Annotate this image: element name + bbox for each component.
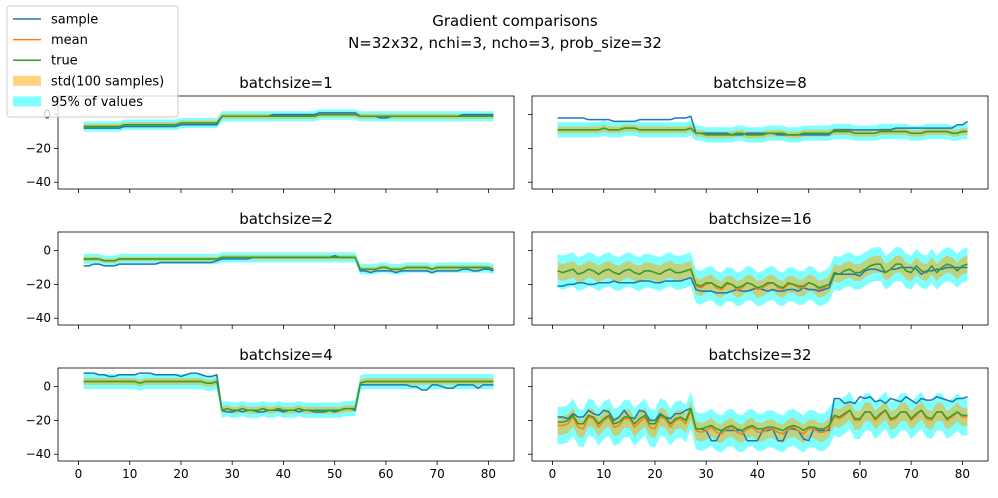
band-std (557, 255, 968, 298)
subplot-title: batchsize=4 (239, 346, 333, 364)
legend-true-label: true (51, 54, 78, 69)
legend-pct95-swatch (13, 96, 41, 107)
figure-title-line-2: N=32x32, nchi=3, ncho=3, prob_size=32 (348, 34, 662, 53)
legend: sample mean true std(100 samples) 95% of val… (6, 5, 179, 118)
band-std (557, 124, 968, 139)
legend-std-swatch (13, 75, 41, 86)
x-tick-label: 20 (647, 467, 662, 481)
subplot-title: batchsize=1 (239, 74, 333, 92)
x-tick-label: 10 (596, 467, 611, 481)
plot-area (557, 391, 968, 453)
y-tick-label: −40 (26, 175, 51, 189)
axes-frame (531, 231, 989, 326)
plot-area (83, 109, 494, 132)
x-tick-label: 0 (549, 467, 557, 481)
x-tick-label: 80 (481, 467, 496, 481)
subplot: batchsize=32 0 10 20 30 40 50 60 70 80 (528, 346, 989, 481)
legend-box (6, 5, 179, 118)
subplots: batchsize=10−20−40batchsize=20−20−40batc… (26, 74, 989, 481)
subplot-title: batchsize=16 (708, 210, 811, 228)
series-line-true (557, 407, 968, 432)
series-line-true (557, 263, 968, 289)
subplot: batchsize=16 (528, 210, 989, 329)
x-tick-label: 60 (852, 467, 867, 481)
y-tick-label: −20 (26, 277, 51, 291)
x-tick-label: 30 (225, 467, 240, 481)
y-tick-label: −20 (26, 413, 51, 427)
figure-title-line-1: Gradient comparisons (432, 12, 598, 30)
x-tick-label: 30 (699, 467, 714, 481)
axes-frame (57, 231, 515, 326)
plot-area (83, 252, 494, 275)
y-tick-label: 0 (43, 244, 51, 258)
x-tick-label: 10 (122, 467, 137, 481)
x-tick-label: 60 (378, 467, 393, 481)
series-line-true (83, 380, 494, 412)
x-tick-label: 80 (955, 467, 970, 481)
series-line-sample (557, 266, 968, 294)
y-tick-label: −40 (26, 447, 51, 461)
x-tick-label: 70 (904, 467, 919, 481)
axes-frame (57, 367, 515, 462)
plot-area (557, 115, 968, 143)
legend-mean-label: mean (51, 33, 88, 48)
axes-frame (57, 95, 515, 190)
legend-pct95-label: 95% of values (51, 95, 143, 110)
subplot: batchsize=2 0 −20 −40 (26, 210, 515, 329)
y-tick-label: 0 (43, 380, 51, 394)
y-tick-label: −40 (26, 311, 51, 325)
subplot-title: batchsize=32 (708, 346, 811, 364)
subplot: batchsize=8 (528, 74, 989, 193)
plot-area (83, 372, 494, 418)
x-tick-label: 50 (327, 467, 342, 481)
axes-frame (531, 367, 989, 462)
x-tick-label: 20 (173, 467, 188, 481)
x-tick-label: 40 (276, 467, 291, 481)
series-line-sample (557, 115, 968, 136)
series-line-true (83, 113, 494, 128)
y-tick-label: −20 (26, 141, 51, 155)
x-tick-label: 0 (75, 467, 83, 481)
x-tick-label: 70 (430, 467, 445, 481)
legend-std-label: std(100 samples) (51, 74, 164, 89)
plot-area (557, 247, 968, 307)
x-tick-label: 50 (801, 467, 816, 481)
x-tick-label: 40 (750, 467, 765, 481)
subplot: batchsize=4 0 10 20 30 40 50 60 70 80 0 −20 −40 (26, 346, 515, 481)
axes-frame (531, 95, 989, 190)
series-line-true (557, 127, 968, 136)
series-line-sample (557, 396, 968, 442)
subplot-title: batchsize=2 (239, 210, 333, 228)
series-line-true (83, 256, 494, 270)
subplot-title: batchsize=8 (713, 74, 807, 92)
subplot: batchsize=10−20−40 (26, 74, 515, 193)
legend-sample-label: sample (51, 13, 98, 28)
